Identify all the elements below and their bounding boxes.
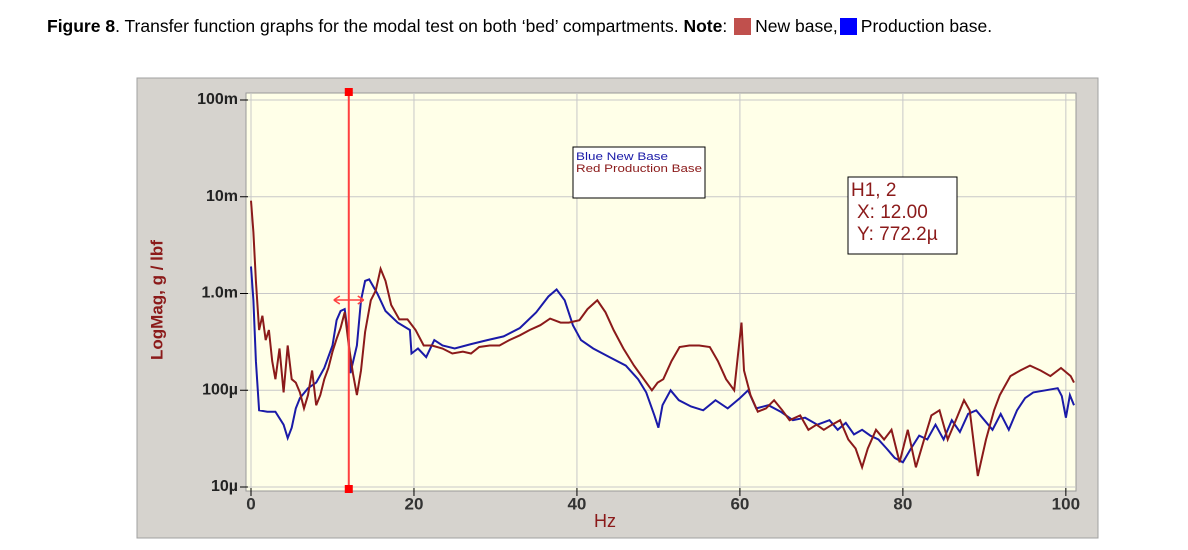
legend-label: Production base.: [860, 16, 993, 36]
series-line: [250, 200, 1075, 477]
cursor-readout: X: 12.00: [857, 202, 928, 223]
caption-text: Note: [683, 16, 723, 36]
cursor-readout: H1, 2: [851, 180, 896, 201]
legend-label: Red Production Base: [576, 163, 702, 175]
caption-text: Figure 8: [47, 16, 116, 36]
y-tick-label: 10µ: [211, 478, 238, 495]
x-tick-label: 20: [405, 494, 424, 513]
cursor-readout: Y: 772.2µ: [857, 224, 938, 245]
caption-text: :: [722, 16, 733, 36]
x-tick-label: 80: [893, 494, 912, 513]
legend-swatch: [734, 18, 752, 35]
caption-text: . Transfer function graphs for the modal…: [115, 16, 684, 36]
legend-label: Blue New Base: [576, 151, 668, 163]
x-tick-label: 40: [567, 494, 586, 513]
cursor-arrow: [333, 295, 365, 305]
legend-swatch: [839, 18, 857, 35]
series-line: [250, 266, 1075, 464]
y-axis-label: LogMag, g / lbf: [147, 240, 166, 360]
y-tick-label: 100µ: [202, 381, 238, 398]
x-tick-label: 0: [246, 494, 255, 513]
y-tick-label: 100m: [197, 91, 238, 108]
cursor-handle: [344, 88, 353, 96]
y-tick-label: 10m: [206, 188, 238, 205]
cursor-box: [847, 176, 958, 255]
legend-box: [572, 146, 706, 199]
legend-label: New base,: [755, 16, 838, 36]
x-tick-label: 100: [1052, 494, 1080, 513]
caption: Figure 8. Transfer function graphs for t…: [47, 16, 992, 37]
x-tick-label: 60: [730, 494, 749, 513]
cursor-handle: [344, 485, 353, 493]
y-tick-label: 1.0m: [202, 285, 238, 302]
x-axis-label: Hz: [594, 511, 616, 531]
